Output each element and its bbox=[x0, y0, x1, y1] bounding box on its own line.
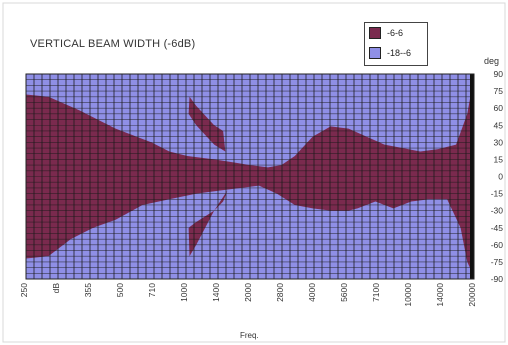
y-tick-label: 60 bbox=[494, 103, 504, 113]
legend-swatch-outer bbox=[369, 47, 381, 59]
x-tick-label: 2000 bbox=[243, 283, 253, 302]
x-tick-label: 20000 bbox=[467, 283, 477, 307]
legend-label-outer: -18--6 bbox=[387, 48, 412, 58]
plot-area bbox=[25, 73, 475, 280]
x-tick-label: 14000 bbox=[435, 283, 445, 307]
x-tick-label: 10000 bbox=[403, 283, 413, 307]
legend-swatch-inner bbox=[369, 27, 381, 39]
y-axis-unit-label: deg bbox=[484, 56, 500, 66]
x-tick-label: 4000 bbox=[307, 283, 317, 302]
x-tick-label: 5600 bbox=[339, 283, 349, 302]
y-tick-label: 45 bbox=[494, 120, 504, 130]
plot-border bbox=[25, 73, 475, 280]
y-tick-label: 30 bbox=[494, 137, 504, 147]
x-tick-label: 1400 bbox=[211, 283, 221, 302]
y-tick-label: -75 bbox=[491, 257, 504, 267]
x-axis-ticks: 250 dB 355 500 710 1000 1400 2000 2800 4000 5600 71… bbox=[19, 283, 477, 307]
legend: -6-6 -18--6 bbox=[364, 22, 428, 66]
plot-right-edge bbox=[470, 74, 474, 279]
x-tick-label: 1000 bbox=[179, 283, 189, 302]
legend-item-inner: -6-6 bbox=[369, 26, 403, 40]
x-tick-label: 7100 bbox=[371, 283, 381, 302]
y-tick-label: 15 bbox=[494, 154, 504, 164]
x-tick-label: 355 bbox=[83, 283, 93, 297]
y-axis-ticks: 90 75 60 45 30 15 0 -15 -30 -45 -60 -75 -90 bbox=[491, 69, 504, 284]
chart-title: VERTICAL BEAM WIDTH (-6dB) bbox=[30, 38, 196, 50]
y-tick-label: -45 bbox=[491, 223, 504, 233]
x-tick-label: 2800 bbox=[275, 283, 285, 302]
y-tick-label: -60 bbox=[491, 240, 504, 250]
x-tick-label: dB bbox=[51, 283, 61, 294]
legend-item-outer: -18--6 bbox=[369, 46, 411, 60]
y-tick-label: -15 bbox=[491, 189, 504, 199]
x-tick-label: 250 bbox=[19, 283, 29, 297]
x-tick-label: 710 bbox=[147, 283, 157, 297]
legend-label-inner: -6-6 bbox=[387, 28, 404, 38]
y-tick-label: -30 bbox=[491, 206, 504, 216]
y-tick-label: 75 bbox=[494, 86, 504, 96]
x-axis-label: Freq. bbox=[240, 331, 259, 340]
y-tick-label: -90 bbox=[491, 274, 504, 284]
region-inner-island-upper bbox=[188, 96, 226, 152]
y-tick-label: 0 bbox=[498, 172, 503, 182]
y-tick-label: 90 bbox=[494, 69, 504, 79]
x-tick-label: 500 bbox=[115, 283, 125, 297]
